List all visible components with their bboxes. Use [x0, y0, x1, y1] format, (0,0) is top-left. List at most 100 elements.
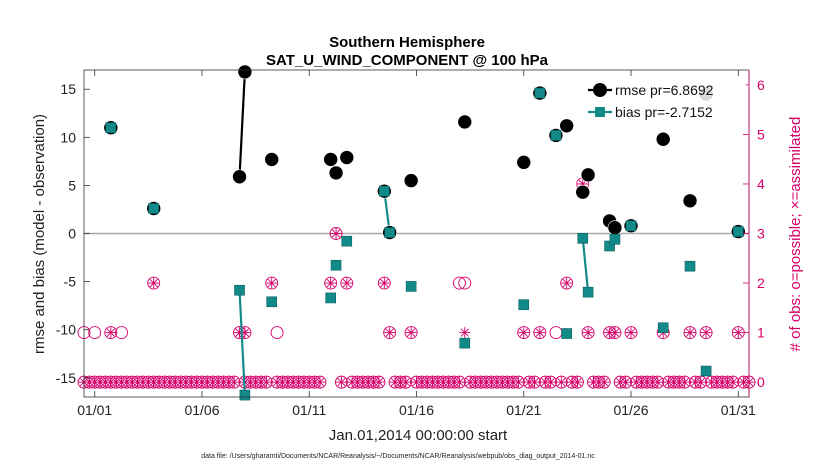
- rmse-point: [323, 152, 338, 167]
- obs-assimilated-marker: [405, 327, 417, 339]
- x-tick-label: 01/01: [77, 402, 112, 418]
- bias-point: [148, 203, 160, 214]
- bias-point: [459, 337, 471, 349]
- obs-assimilated-zero: [545, 376, 557, 388]
- obs-assimilated-marker: [625, 327, 637, 339]
- bias-point: [325, 292, 336, 304]
- bias-point: [684, 260, 696, 272]
- bias-point: [534, 87, 546, 99]
- bias-point: [379, 185, 390, 197]
- y-tick-label: -10: [56, 322, 76, 338]
- obs-assimilated-zero: [695, 376, 707, 388]
- obs-possible-zero: [372, 375, 386, 389]
- obs-possible-marker: [377, 276, 391, 290]
- obs-assimilated-marker: [700, 327, 712, 339]
- rmse-point: [682, 193, 698, 209]
- obs-possible-marker: [265, 276, 279, 290]
- chart-title: Southern Hemisphere: [329, 34, 485, 51]
- obs-possible-zero: [570, 375, 584, 389]
- obs-assimilated-marker: [330, 228, 342, 239]
- y-right-tick-label: 2: [757, 275, 765, 291]
- obs-assimilated-zero: [555, 376, 567, 388]
- rmse-point: [264, 152, 280, 167]
- y-tick-label: -5: [64, 274, 77, 290]
- obs-assimilated-marker: [609, 327, 621, 339]
- bias-point: [577, 233, 589, 244]
- bias-point: [732, 226, 744, 237]
- obs-possible-marker: [624, 326, 638, 340]
- obs-assimilated-marker: [561, 277, 573, 289]
- bias-point: [518, 299, 530, 310]
- obs-possible-marker: [147, 276, 161, 290]
- obs-possible-marker: [699, 326, 713, 340]
- rmse-point: [328, 165, 344, 181]
- obs-assimilated-marker: [518, 327, 530, 339]
- y-tick-label: 10: [60, 129, 76, 145]
- legend-label-bias: bias pr=-2.7152: [615, 104, 713, 120]
- y-tick-label: 0: [68, 226, 76, 242]
- obs-assimilated-marker: [732, 327, 744, 339]
- obs-assimilated-marker: [459, 327, 471, 339]
- y-tick-label: 5: [68, 177, 76, 193]
- bias-point: [561, 328, 572, 339]
- chart-subtitle: SAT_U_WIND_COMPONENT @ 100 hPa: [266, 52, 549, 69]
- obs-assimilated-zero: [228, 376, 240, 388]
- obs-assimilated-marker: [684, 327, 696, 339]
- bias-point: [234, 284, 245, 296]
- bias-point: [550, 130, 562, 141]
- obs-assimilated-marker: [341, 277, 353, 289]
- obs-assimilated-zero: [260, 376, 272, 388]
- bias-point: [341, 235, 353, 247]
- obs-possible-zero: [597, 375, 611, 389]
- y-right-tick-label: 3: [757, 226, 765, 242]
- x-tick-label: 01/16: [399, 402, 434, 418]
- obs-assimilated-zero: [373, 376, 385, 388]
- legend-box: [584, 76, 746, 122]
- obs-possible-marker: [517, 326, 531, 340]
- y-axis-label: rmse and bias (model - observation): [31, 114, 48, 354]
- rmse-point: [516, 155, 532, 170]
- obs-possible-marker: [452, 276, 466, 290]
- y-right-axis-label: # of obs: o=possible; ×=assimilated: [787, 117, 804, 352]
- obs-assimilated-marker: [378, 277, 390, 289]
- y-right-tick-label: 5: [757, 126, 765, 142]
- obs-possible-marker: [104, 326, 118, 340]
- obs-assimilated-marker: [534, 327, 546, 339]
- bias-point: [625, 220, 637, 232]
- obs-possible-marker: [458, 276, 472, 290]
- obs-assimilated-marker: [384, 327, 396, 339]
- obs-possible-marker: [533, 326, 547, 340]
- rmse-point: [232, 169, 247, 185]
- y-right-tick-label: 1: [757, 325, 765, 341]
- obs-assimilated-zero: [314, 376, 326, 388]
- rmse-point: [237, 64, 253, 80]
- rmse-point: [607, 220, 623, 236]
- legend-label-rmse: rmse pr=6.8692: [615, 82, 714, 98]
- obs-assimilated-zero: [571, 376, 583, 388]
- obs-possible-marker: [329, 227, 343, 240]
- bias-segment: [581, 238, 590, 293]
- bias-segment: [238, 290, 246, 396]
- legend-marker-rmse: [593, 83, 607, 97]
- bias-point: [604, 240, 615, 252]
- bias-point: [105, 122, 117, 134]
- x-tick-label: 01/26: [613, 402, 648, 418]
- x-axis-label: Jan.01,2014 00:00:00 start: [329, 427, 508, 444]
- obs-possible-marker: [340, 276, 354, 290]
- x-tick-label: 01/21: [506, 402, 541, 418]
- obs-assimilated-zero: [335, 376, 347, 388]
- bias-point: [266, 296, 278, 308]
- obs-assimilated-zero: [453, 376, 465, 388]
- obs-assimilated-zero: [679, 376, 691, 388]
- obs-assimilated-zero: [652, 376, 664, 388]
- data-file-footer: data file: /Users/gharamti/Documents/NCA…: [201, 453, 595, 460]
- obs-assimilated-zero: [528, 376, 540, 388]
- x-tick-label: 01/06: [184, 402, 219, 418]
- rmse-point: [575, 184, 591, 200]
- bias-point: [239, 389, 251, 401]
- obs-possible-marker: [560, 276, 574, 290]
- bias-point: [405, 281, 417, 292]
- obs-assimilated-marker: [582, 327, 594, 339]
- obs-possible-marker: [270, 326, 284, 340]
- obs-assimilated-marker: [148, 277, 160, 289]
